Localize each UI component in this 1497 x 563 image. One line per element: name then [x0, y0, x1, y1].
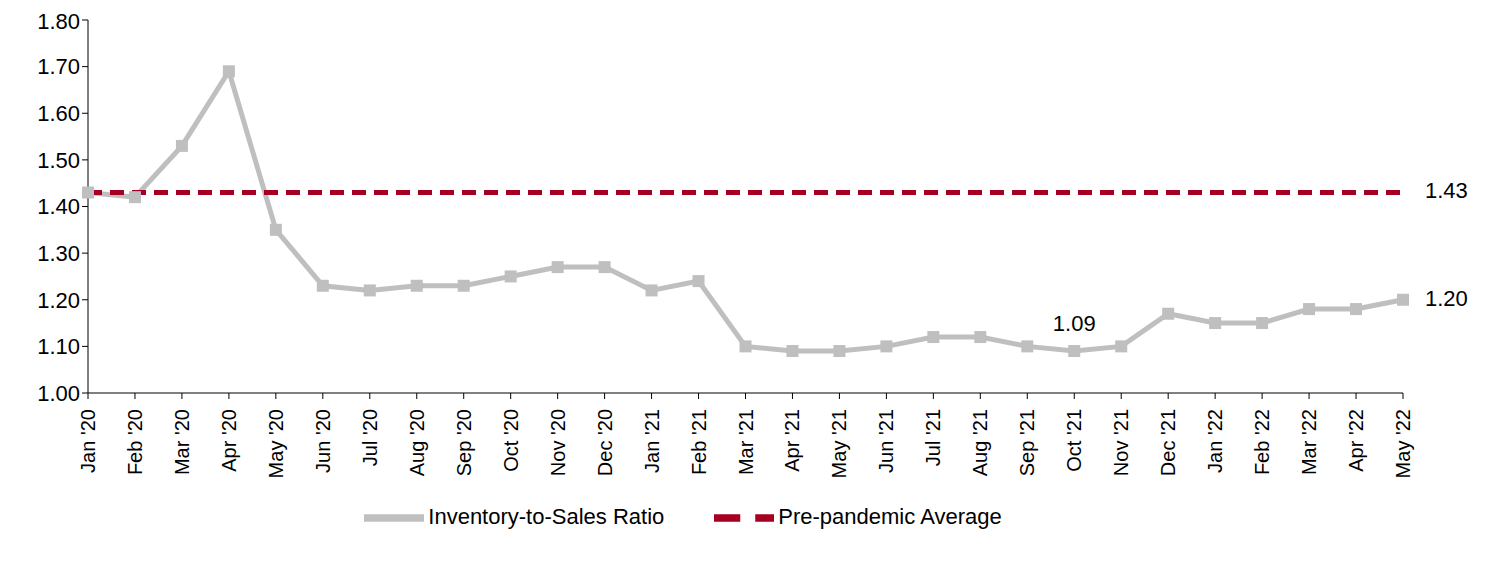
svg-text:Jan '20: Jan '20	[77, 409, 99, 473]
svg-text:Nov '21: Nov '21	[1110, 409, 1132, 476]
svg-text:May '21: May '21	[828, 409, 850, 478]
svg-text:1.70: 1.70	[37, 54, 80, 79]
svg-text:Jul '20: Jul '20	[359, 409, 381, 466]
svg-text:Jun '20: Jun '20	[312, 409, 334, 473]
svg-text:Jan '22: Jan '22	[1204, 409, 1226, 473]
svg-text:Aug '20: Aug '20	[406, 409, 428, 476]
svg-text:Oct '20: Oct '20	[500, 409, 522, 472]
svg-text:Dec '20: Dec '20	[594, 409, 616, 476]
svg-text:Sep '21: Sep '21	[1016, 409, 1038, 476]
svg-text:Jun '21: Jun '21	[875, 409, 897, 473]
svg-text:Apr '20: Apr '20	[218, 409, 240, 472]
svg-text:Aug '21: Aug '21	[969, 409, 991, 476]
svg-text:Oct '21: Oct '21	[1063, 409, 1085, 472]
svg-text:May '20: May '20	[265, 409, 287, 478]
svg-text:Jul '21: Jul '21	[922, 409, 944, 466]
svg-text:1.80: 1.80	[37, 9, 80, 34]
svg-text:1.09: 1.09	[1053, 311, 1096, 336]
svg-text:1.50: 1.50	[37, 148, 80, 173]
svg-text:May '22: May '22	[1392, 409, 1414, 478]
svg-text:Feb '20: Feb '20	[124, 409, 146, 475]
svg-text:Sep '20: Sep '20	[453, 409, 475, 476]
svg-text:Nov '20: Nov '20	[547, 409, 569, 476]
svg-text:1.20: 1.20	[1425, 286, 1468, 311]
svg-text:1.40: 1.40	[37, 194, 80, 219]
svg-text:1.43: 1.43	[1425, 178, 1468, 203]
svg-text:Mar '20: Mar '20	[171, 409, 193, 475]
svg-text:Dec '21: Dec '21	[1157, 409, 1179, 476]
svg-text:Apr '21: Apr '21	[781, 409, 803, 472]
html-text:Inventory-to-Sales Ratio: Inventory-to-Sales Ratio	[428, 503, 665, 529]
svg-text:1.20: 1.20	[37, 288, 80, 313]
svg-text:Feb '22: Feb '22	[1251, 409, 1273, 475]
svg-text:Mar '21: Mar '21	[735, 409, 757, 475]
svg-text:1.10: 1.10	[37, 334, 80, 359]
svg-text:1.00: 1.00	[37, 381, 80, 406]
html-text:Pre-pandemic Average: Pre-pandemic Average	[778, 503, 1002, 529]
svg-text:Mar '22: Mar '22	[1298, 409, 1320, 475]
svg-text:1.60: 1.60	[37, 101, 80, 126]
svg-text:Apr '22: Apr '22	[1345, 409, 1367, 472]
svg-text:Jan '21: Jan '21	[641, 409, 663, 473]
svg-text:Feb '21: Feb '21	[688, 409, 710, 475]
svg-text:1.30: 1.30	[37, 241, 80, 266]
